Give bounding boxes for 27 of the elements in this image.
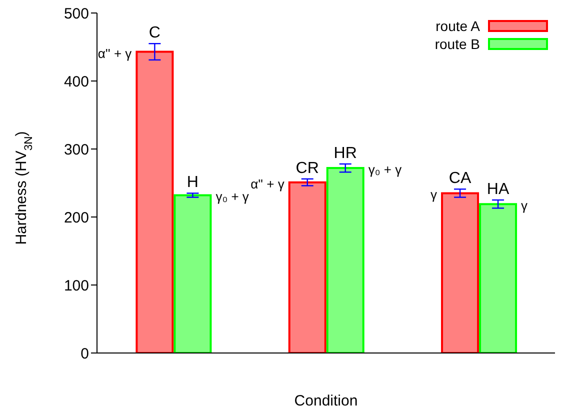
data-label: HR bbox=[334, 144, 357, 162]
legend-label: route B bbox=[434, 36, 480, 52]
bar bbox=[441, 192, 480, 353]
y-tick-label: 200 bbox=[64, 209, 89, 226]
annotation: γ₀ + γ bbox=[368, 162, 402, 178]
data-label: H bbox=[186, 174, 198, 192]
y-tick-label: 300 bbox=[64, 141, 89, 158]
legend-label: route A bbox=[436, 18, 480, 34]
y-tick-label: 100 bbox=[64, 277, 89, 294]
bar bbox=[479, 203, 518, 353]
bar bbox=[174, 194, 212, 353]
data-label: CA bbox=[448, 170, 472, 188]
y-tick-label: 400 bbox=[64, 73, 89, 90]
y-tick-label: 0 bbox=[80, 345, 89, 362]
annotation: α'' + γ bbox=[98, 46, 132, 61]
bar bbox=[326, 167, 364, 353]
bar bbox=[288, 181, 326, 353]
bar bbox=[136, 50, 174, 353]
annotation: γ bbox=[521, 198, 528, 214]
annotation: α'' + γ bbox=[250, 176, 285, 192]
y-tick-label: 500 bbox=[64, 5, 89, 22]
x-axis-title: Condition bbox=[294, 392, 358, 410]
data-label: C bbox=[148, 24, 160, 42]
annotation: γ bbox=[430, 187, 438, 202]
annotation: γ₀ + γ bbox=[216, 189, 250, 204]
data-label: CR bbox=[296, 160, 319, 177]
data-label: HA bbox=[486, 181, 510, 198]
